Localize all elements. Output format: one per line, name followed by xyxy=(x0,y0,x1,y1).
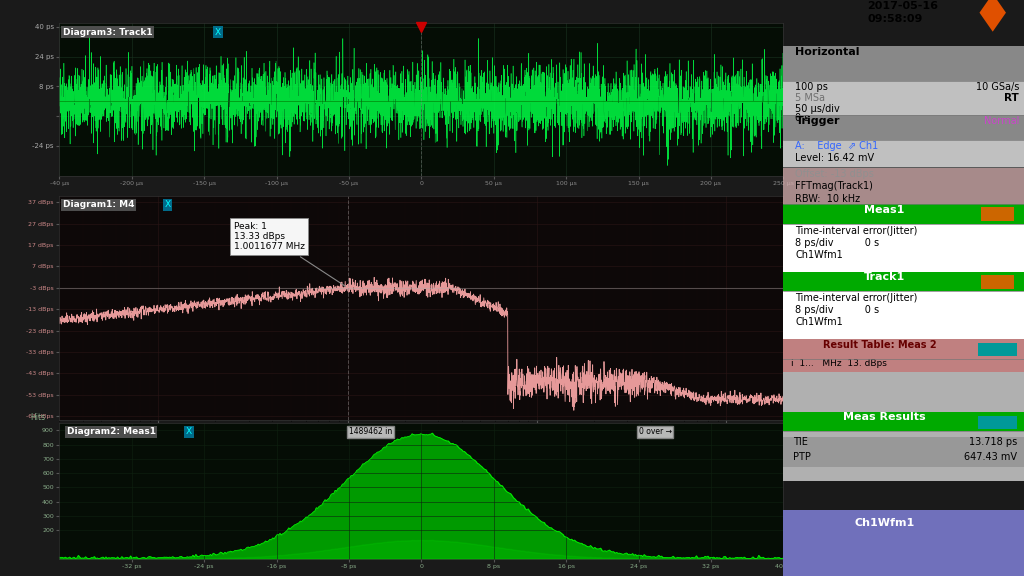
Bar xyxy=(783,115,1024,140)
Text: 647.43 mV: 647.43 mV xyxy=(964,452,1017,461)
Bar xyxy=(783,140,1024,167)
Text: Result Table: Meas 2: Result Table: Meas 2 xyxy=(823,340,936,350)
Bar xyxy=(783,412,1024,431)
Bar xyxy=(783,204,1024,224)
Text: 2017-05-16: 2017-05-16 xyxy=(867,1,939,11)
Bar xyxy=(783,510,1024,576)
Text: A:    Edge  ⇗ Ch1: A: Edge ⇗ Ch1 xyxy=(796,141,879,151)
Text: RBW:  10 kHz: RBW: 10 kHz xyxy=(796,194,860,204)
Text: Time-interval error(Jitter): Time-interval error(Jitter) xyxy=(796,226,918,236)
Text: X: X xyxy=(165,200,170,209)
Text: R&S: R&S xyxy=(984,0,1000,1)
Text: Level: 16.42 mV: Level: 16.42 mV xyxy=(796,153,874,162)
Bar xyxy=(783,339,1024,359)
Bar xyxy=(981,207,1015,221)
Text: Diagram2: Meas1: Diagram2: Meas1 xyxy=(67,427,156,437)
Text: TIE: TIE xyxy=(793,437,808,447)
Bar xyxy=(978,343,1017,356)
Text: Normal: Normal xyxy=(984,116,1019,126)
Text: 100 ps: 100 ps xyxy=(796,82,828,92)
Text: Time-interval error(Jitter): Time-interval error(Jitter) xyxy=(796,293,918,303)
Text: Peak: 1
13.33 dBps
1.0011677 MHz: Peak: 1 13.33 dBps 1.0011677 MHz xyxy=(233,222,345,286)
Bar xyxy=(783,81,1024,115)
Text: Meas1: Meas1 xyxy=(864,205,904,215)
Bar xyxy=(783,168,1024,204)
Bar xyxy=(978,416,1017,429)
Text: X: X xyxy=(186,427,193,437)
Text: X: X xyxy=(215,28,221,37)
Text: Ch1Wfm1: Ch1Wfm1 xyxy=(796,317,843,327)
Bar xyxy=(783,437,1024,451)
Text: 5 MSa: 5 MSa xyxy=(796,93,825,103)
Text: Diagram1: M4: Diagram1: M4 xyxy=(63,200,134,209)
Text: Offset: -13 dBps: Offset: -13 dBps xyxy=(796,169,874,179)
Polygon shape xyxy=(980,0,1006,32)
Bar xyxy=(783,46,1024,81)
Bar xyxy=(783,224,1024,272)
Text: PTP: PTP xyxy=(793,452,811,461)
Bar xyxy=(783,431,1024,481)
Text: Ch1Wfm1: Ch1Wfm1 xyxy=(854,518,914,528)
Text: Track1: Track1 xyxy=(864,272,905,282)
Text: 13.718 ps: 13.718 ps xyxy=(969,437,1017,447)
Text: 0 over →: 0 over → xyxy=(639,427,672,436)
Text: Meas Results: Meas Results xyxy=(843,412,926,422)
Text: 1489462 in: 1489462 in xyxy=(349,427,392,436)
Text: FFTmag(Track1): FFTmag(Track1) xyxy=(796,181,873,191)
Text: 0 s: 0 s xyxy=(796,113,810,123)
Text: 10 GSa/s: 10 GSa/s xyxy=(976,82,1019,92)
Text: 09:58:09: 09:58:09 xyxy=(867,14,923,24)
Bar xyxy=(783,272,1024,291)
Text: 8 ps/div          0 s: 8 ps/div 0 s xyxy=(796,238,880,248)
Bar xyxy=(783,451,1024,467)
Text: Ch1Wfm1: Ch1Wfm1 xyxy=(796,250,843,260)
Text: 8 ps/div          0 s: 8 ps/div 0 s xyxy=(796,305,880,315)
Text: RT: RT xyxy=(1005,93,1019,103)
Bar xyxy=(783,359,1024,412)
Bar xyxy=(783,359,1024,372)
Text: Trigger: Trigger xyxy=(796,116,840,126)
Bar xyxy=(783,291,1024,339)
Text: i  1...   MHz  13. dBps: i 1... MHz 13. dBps xyxy=(791,359,887,369)
Text: Hits: Hits xyxy=(31,413,45,422)
Text: Diagram3: Track1: Diagram3: Track1 xyxy=(63,28,153,37)
Text: 50 µs/div: 50 µs/div xyxy=(796,104,840,113)
Text: Horizontal: Horizontal xyxy=(796,47,860,57)
Bar xyxy=(981,275,1015,289)
